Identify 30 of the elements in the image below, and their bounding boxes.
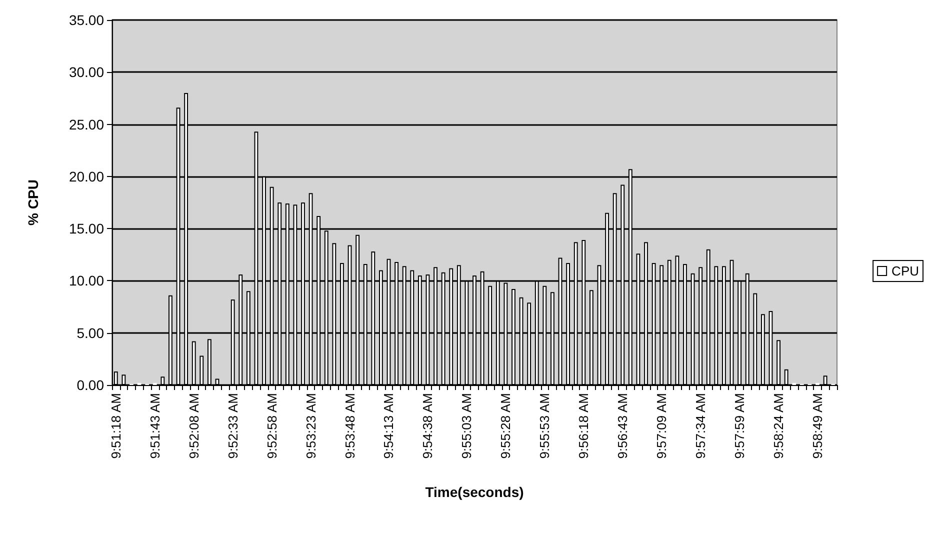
x-tick-label: 9:51:43 AM <box>147 393 162 459</box>
x-tick-label: 9:51:18 AM <box>108 393 124 459</box>
y-tick-label: 10.00 <box>68 272 104 289</box>
y-tick-label: 30.00 <box>68 64 104 80</box>
y-axis-title: % CPU <box>25 180 41 226</box>
x-tick-label: 9:55:53 AM <box>537 393 552 459</box>
y-tick-label: 15.00 <box>68 220 104 237</box>
y-tick-label: 5.00 <box>76 324 104 341</box>
x-tick-label: 9:57:34 AM <box>693 393 708 459</box>
x-tick-label: 9:53:23 AM <box>303 393 318 459</box>
x-tick-label: 9:54:13 AM <box>381 393 396 459</box>
x-tick-label: 9:52:33 AM <box>225 393 240 459</box>
y-tick-label: 25.00 <box>68 116 104 132</box>
x-tick-label: 9:57:59 AM <box>732 393 748 459</box>
legend-label: CPU <box>892 264 920 278</box>
y-tick-label: 0.00 <box>76 377 104 393</box>
y-tick-label: 35.00 <box>68 12 104 28</box>
x-tick-label: 9:53:48 AM <box>342 393 358 459</box>
x-tick-label: 9:52:58 AM <box>264 393 280 459</box>
x-tick-label: 9:56:18 AM <box>576 393 592 459</box>
x-tick-label: 9:52:08 AM <box>186 393 202 459</box>
x-tick-label: 9:55:28 AM <box>498 393 514 459</box>
x-axis-title: Time(seconds) <box>425 484 524 500</box>
x-tick-label: 9:58:49 AM <box>810 393 826 459</box>
x-tick-label: 9:54:38 AM <box>420 393 436 459</box>
x-tick-label: 9:57:09 AM <box>654 393 670 459</box>
x-tick-label: 9:58:24 AM <box>771 393 786 459</box>
x-tick-label: 9:55:03 AM <box>459 393 474 459</box>
y-tick-label: 20.00 <box>68 168 104 184</box>
x-tick-label: 9:56:43 AM <box>615 393 630 459</box>
